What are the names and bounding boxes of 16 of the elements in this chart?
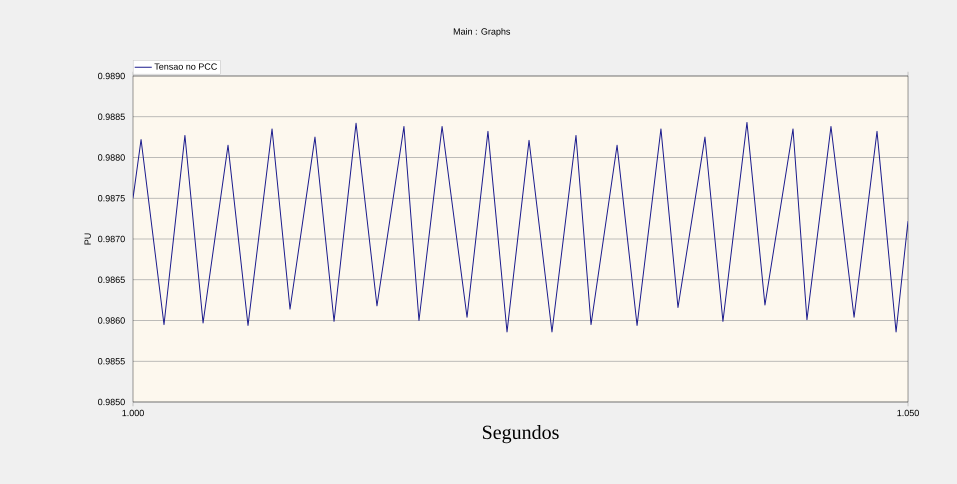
y-tick-label: 0.9890 — [98, 72, 125, 80]
y-tick-label: 0.9875 — [98, 195, 125, 202]
y-tick-label: 0.9860 — [98, 317, 125, 324]
y-tick-label: 0.9865 — [98, 276, 125, 283]
y-tick-label: 0.9855 — [98, 358, 125, 364]
legend-label: Tensao no PCC — [154, 63, 217, 70]
x-tick-label: 1.050 — [897, 410, 919, 416]
y-tick-label: 0.9870 — [98, 236, 125, 242]
chart-title: Main : Graphs — [454, 28, 510, 36]
line-series — [133, 122, 908, 332]
y-tick-label: 0.9885 — [98, 114, 125, 120]
y-tick-label: 0.9880 — [98, 154, 125, 161]
y-axis-title: PU — [84, 233, 91, 245]
x-tick-label: 1.000 — [122, 410, 144, 416]
x-axis-title: Segundos — [482, 425, 559, 444]
y-tick-label: 0.9850 — [98, 398, 125, 406]
